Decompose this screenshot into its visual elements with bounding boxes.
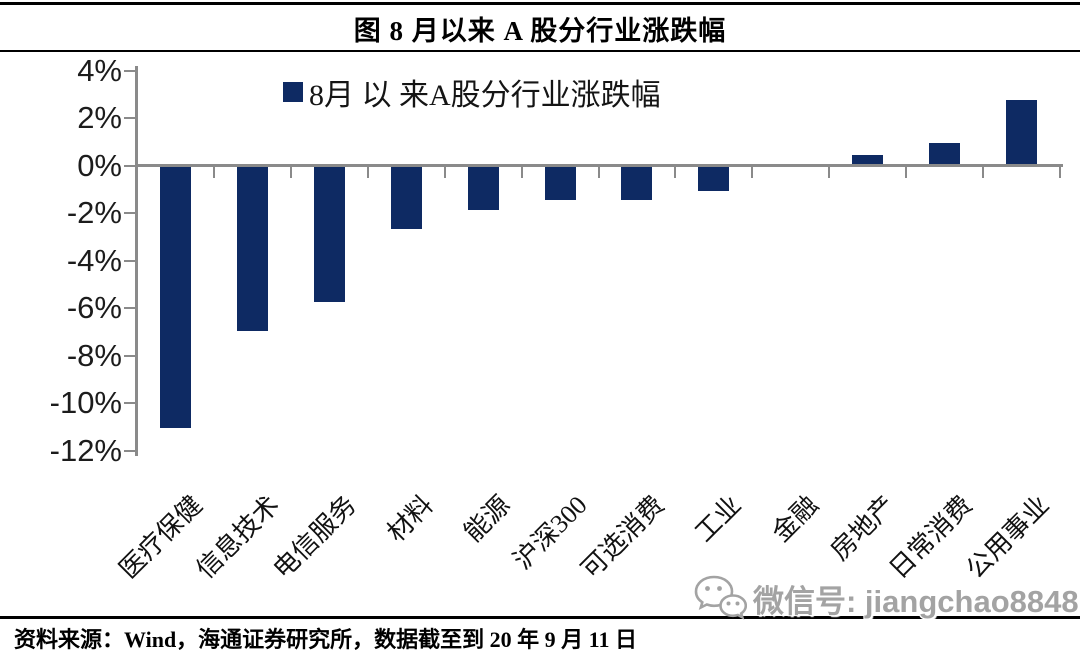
x-category-label: 能源 [458,490,516,548]
watermark: 微信号: jiangchao8848 [693,572,1079,624]
chart-legend: 8月 以 来A股分行业涨跌幅 [283,72,661,112]
y-tick-label: 4% [77,52,122,88]
y-tick [124,402,136,404]
x-category-label: 信息技术 [191,490,286,585]
x-category-label: 可选消费 [575,490,670,585]
y-tick-label: -2% [66,195,122,230]
x-category-label: 工业 [689,490,747,548]
bar-电信服务 [313,167,345,303]
y-tick [124,307,136,309]
watermark-text: 微信号: jiangchao8848 [753,583,1079,619]
y-tick [124,259,136,262]
x-category-label: 材料 [381,490,439,548]
y-tick-label: -6% [66,290,122,325]
x-tick [905,167,908,178]
figure-title: 图 8 月以来 A 股分行业涨跌幅 [353,16,727,46]
x-tick [674,167,677,178]
bar-公用事业 [1006,99,1038,164]
x-tick [982,167,985,178]
x-tick [289,167,292,178]
x-category-label: 金融 [766,490,824,548]
y-tick [124,354,136,357]
bar-房地产 [852,154,884,164]
y-tick-label: -4% [66,242,122,278]
y-axis-line [135,66,138,456]
x-category-label: 电信服务 [267,490,363,585]
x-category-label: 公用事业 [960,490,1055,585]
x-tick [828,167,831,178]
footer-rule [0,616,1080,619]
bar-工业 [698,167,730,191]
y-tick-label: -10% [49,385,122,420]
y-tick-label: 0% [77,147,122,183]
x-category-label: 日常消费 [883,490,978,585]
x-axis-line [135,164,1063,167]
bar-可选消费 [621,167,653,201]
bar-能源 [467,167,499,210]
x-tick [443,167,446,178]
x-tick [1059,167,1061,178]
title-divider-rule [0,50,1080,52]
x-tick [366,167,369,178]
y-tick-label: -12% [49,432,122,468]
x-tick [751,167,754,178]
top-rule [0,2,1080,5]
wechat-icon [694,575,747,620]
source-note: 资料来源：Wind，海通证券研究所，数据截至到 20 年 9 月 11 日 [14,627,637,652]
y-tick-label: -8% [66,337,122,373]
x-tick [212,167,215,178]
bar-日常消费 [929,142,961,164]
bar-沪深300 [544,167,576,201]
y-tick [124,449,136,452]
legend-label: 8月 以 来A股分行业涨跌幅 [309,79,661,112]
y-tick [124,69,136,72]
y-tick [124,164,136,167]
x-category-label: 医疗保健 [114,490,209,585]
bar-材料 [390,167,422,229]
bar-信息技术 [236,167,268,331]
y-tick-label: 2% [77,100,122,135]
x-tick [520,167,523,178]
legend-swatch [283,82,303,102]
y-tick [124,117,136,119]
x-tick [597,167,600,178]
bar-医疗保健 [159,167,191,429]
y-tick [124,212,136,214]
